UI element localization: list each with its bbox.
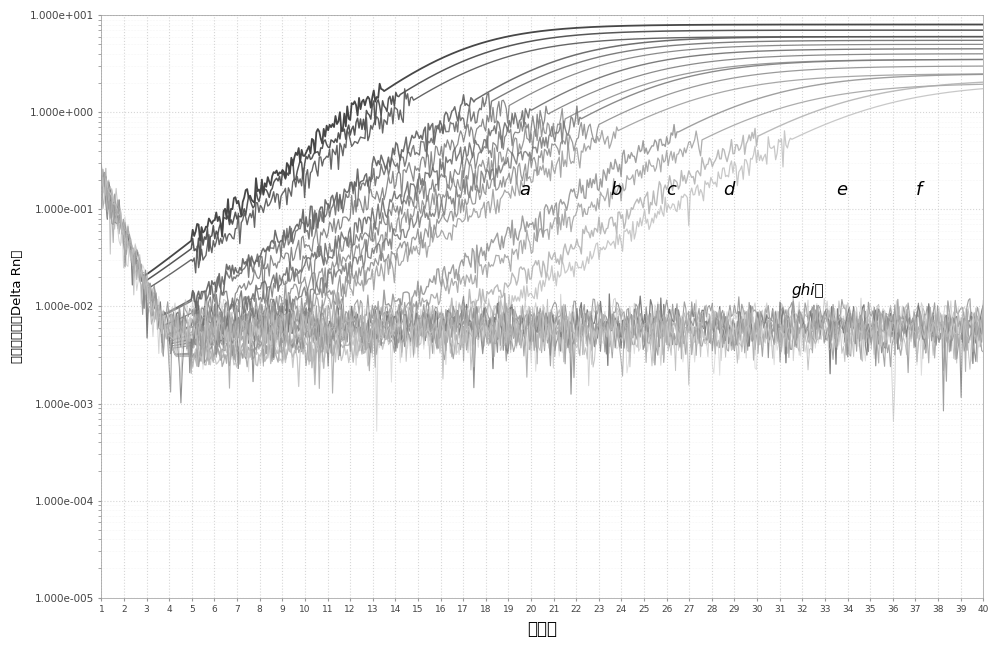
Text: ghi水: ghi水 [791,284,824,299]
Text: d: d [723,181,735,199]
Y-axis label: 荧光信号值（Delta Rn）: 荧光信号值（Delta Rn） [11,250,24,363]
Text: c: c [667,181,677,199]
Text: e: e [836,181,847,199]
Text: f: f [915,181,922,199]
Text: a: a [520,181,531,199]
X-axis label: 循环数: 循环数 [527,620,557,638]
Text: b: b [610,181,622,199]
